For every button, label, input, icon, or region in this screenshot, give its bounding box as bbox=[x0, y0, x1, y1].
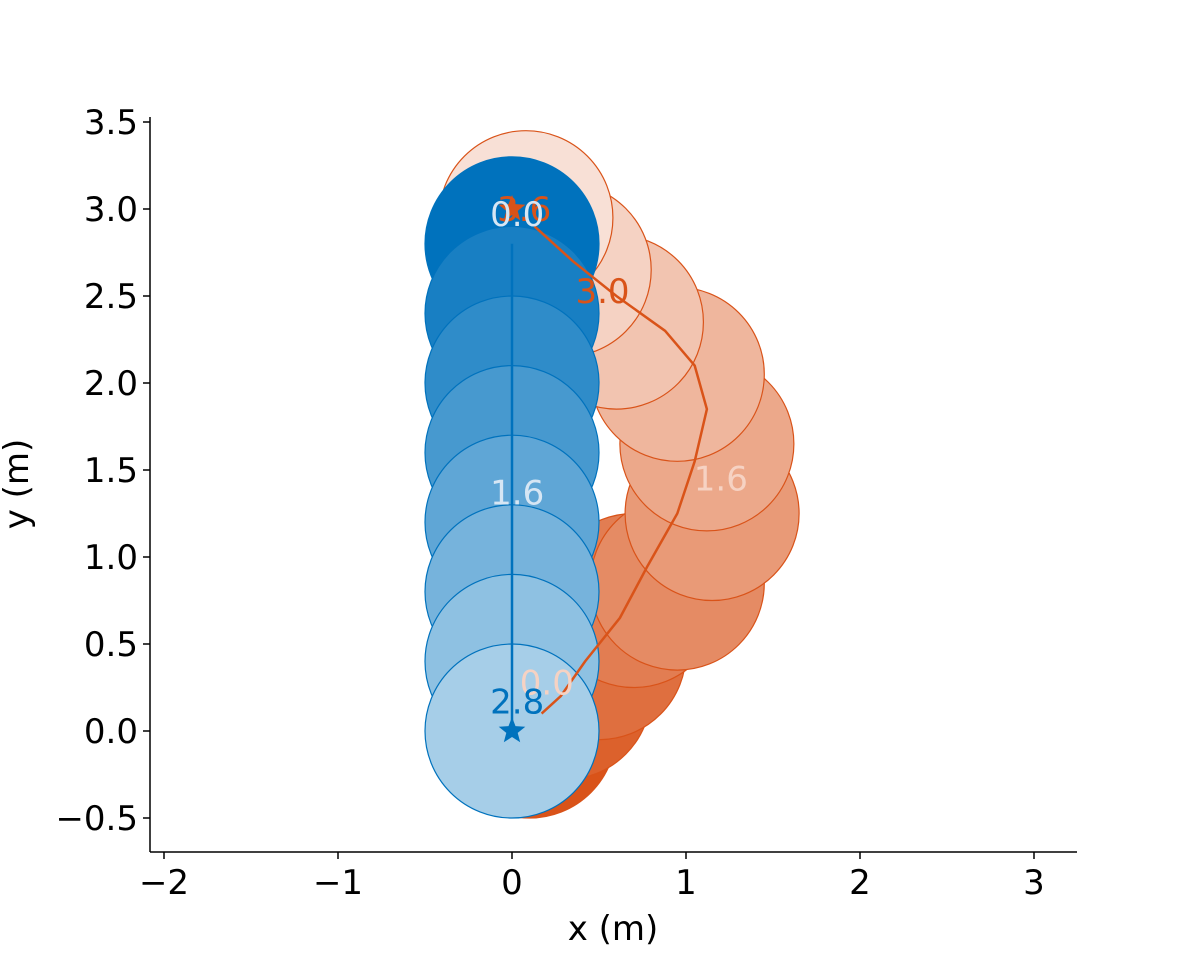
goal-star-marker bbox=[498, 195, 526, 221]
time-label: 3.6 bbox=[497, 190, 551, 230]
time-label: 1.6 bbox=[490, 474, 544, 514]
agent-paths bbox=[498, 195, 709, 743]
time-label: 3.0 bbox=[575, 272, 629, 312]
y-tick-label: 0.5 bbox=[84, 625, 138, 665]
y-tick-label: 3.5 bbox=[84, 103, 138, 143]
y-tick-label: 2.0 bbox=[84, 364, 138, 404]
time-label: 2.8 bbox=[490, 682, 544, 722]
y-tick-label: 1.0 bbox=[84, 538, 138, 578]
y-axis-label: y (m) bbox=[0, 439, 37, 530]
y-tick-label: 1.5 bbox=[84, 451, 138, 491]
y-tick-label: −0.5 bbox=[55, 799, 138, 839]
ticks: −2 −1 0 1 2 3 −0.5 0.0 0.5 1.0 1.5 2.0 2.5 3.0 3.5 bbox=[55, 103, 1044, 903]
y-tick-label: 3.0 bbox=[84, 190, 138, 230]
goal-star-marker bbox=[498, 717, 526, 743]
time-label: 0.0 bbox=[490, 195, 544, 235]
axes: x (m) y (m) bbox=[0, 117, 1077, 949]
y-tick-label: 0.0 bbox=[84, 712, 138, 752]
trajectory-line bbox=[533, 225, 709, 715]
x-tick-label: −1 bbox=[313, 863, 363, 903]
y-tick-label: 2.5 bbox=[84, 277, 138, 317]
x-tick-label: 3 bbox=[1023, 863, 1045, 903]
time-labels: 0.01.63.03.60.01.62.8 bbox=[490, 190, 748, 722]
time-label: 0.0 bbox=[520, 663, 574, 703]
x-tick-label: 1 bbox=[675, 863, 697, 903]
x-tick-label: −2 bbox=[139, 863, 189, 903]
x-axis-label: x (m) bbox=[568, 909, 659, 949]
time-label: 1.6 bbox=[694, 460, 748, 500]
x-tick-label: 2 bbox=[849, 863, 871, 903]
x-tick-label: 0 bbox=[501, 863, 523, 903]
agent-footprints bbox=[424, 130, 800, 819]
